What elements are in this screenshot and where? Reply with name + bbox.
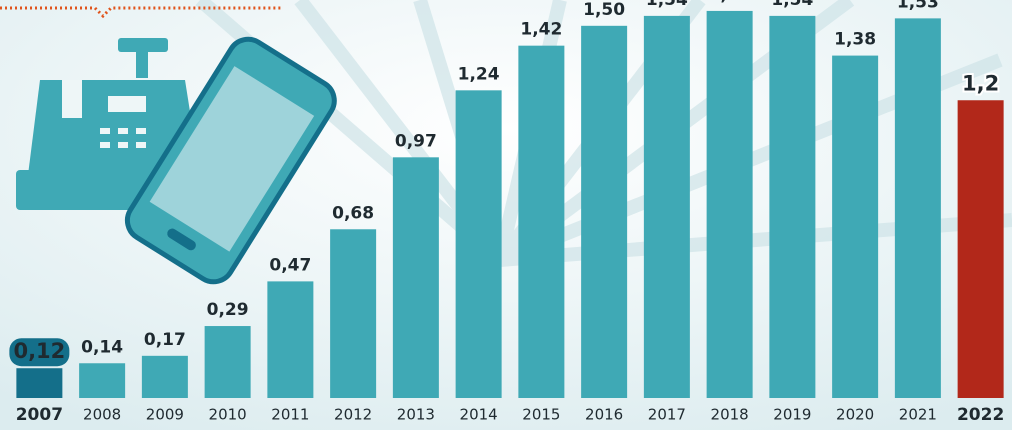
x-tick-label: 2013 bbox=[397, 406, 435, 424]
x-tick-label: 2017 bbox=[648, 406, 686, 424]
bar bbox=[455, 90, 502, 398]
cash-register bbox=[16, 38, 206, 210]
bar bbox=[706, 10, 753, 399]
bar bbox=[894, 18, 941, 399]
bar bbox=[832, 55, 879, 399]
value-label: 0,17 bbox=[144, 330, 186, 350]
x-tick-label: 2011 bbox=[271, 406, 309, 424]
dotted-line bbox=[0, 6, 282, 19]
value-label: 1,24 bbox=[458, 64, 500, 84]
bar bbox=[518, 45, 565, 398]
bar bbox=[392, 157, 439, 398]
value-label: 0,12 bbox=[13, 339, 65, 363]
x-tick-label: 2018 bbox=[711, 406, 749, 424]
value-label: 0,68 bbox=[332, 203, 374, 223]
value-label-bg bbox=[9, 338, 70, 367]
bar bbox=[643, 15, 690, 398]
x-tick-label: 2012 bbox=[334, 406, 372, 424]
x-tick-label: 2016 bbox=[585, 406, 623, 424]
x-tick-label: 2008 bbox=[83, 406, 121, 424]
value-label: 1,50 bbox=[583, 0, 625, 20]
bar bbox=[267, 281, 314, 398]
x-tick-label: 2009 bbox=[146, 406, 184, 424]
x-tick-label: 2021 bbox=[899, 406, 937, 424]
x-tick-label: 2015 bbox=[522, 406, 560, 424]
value-label: 1,42 bbox=[520, 20, 562, 40]
value-label: 1,2 bbox=[962, 71, 999, 95]
phone bbox=[124, 36, 337, 285]
bar bbox=[141, 355, 188, 398]
x-tick-label: 2010 bbox=[209, 406, 247, 424]
value-label: 0,14 bbox=[81, 337, 123, 357]
x-tick-label: 2014 bbox=[460, 406, 498, 424]
bar bbox=[16, 368, 63, 398]
value-label: 1,53 bbox=[897, 0, 939, 12]
bar bbox=[79, 363, 126, 398]
value-label: 1,56 bbox=[709, 0, 751, 5]
value-label: 1,54 bbox=[646, 0, 688, 10]
bar bbox=[204, 326, 251, 398]
value-label: 0,29 bbox=[207, 300, 249, 320]
bar bbox=[330, 229, 377, 398]
value-label: 1,38 bbox=[834, 30, 876, 50]
bar bbox=[769, 15, 816, 398]
value-label: 1,54 bbox=[771, 0, 813, 10]
x-tick-label: 2019 bbox=[773, 406, 811, 424]
bar bbox=[957, 100, 1004, 398]
value-label: 0,97 bbox=[395, 131, 437, 151]
x-tick-label: 2022 bbox=[957, 405, 1004, 425]
x-tick-label: 2007 bbox=[16, 405, 63, 425]
value-label: 0,47 bbox=[269, 255, 311, 275]
x-tick-label: 2020 bbox=[836, 406, 874, 424]
bar bbox=[581, 25, 628, 398]
